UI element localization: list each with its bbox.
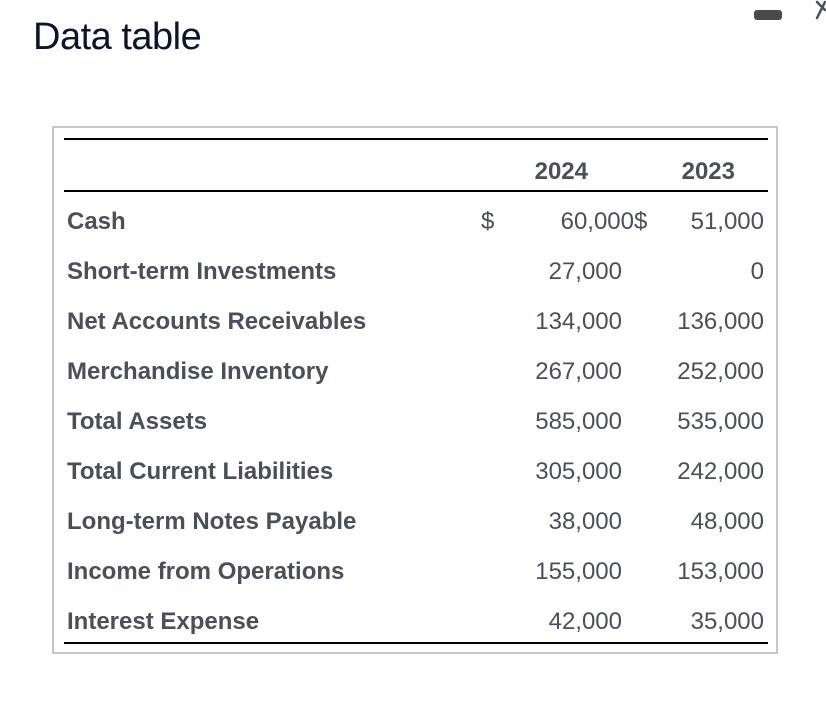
table-top-rule [64,138,768,140]
column-header-2024: 2024 [534,158,588,185]
table-row: Total Assets 585,000 535,000 [54,408,776,458]
value-2023: 242,000 [677,458,764,485]
value-2024: 305,000 [535,458,622,485]
row-label: Long-term Notes Payable [67,508,357,535]
value-2023: 51,000 [690,208,764,235]
value-2024: 27,000 [548,258,622,285]
currency-symbol: $ [481,208,495,235]
row-label: Total Assets [67,408,208,435]
row-label: Total Current Liabilities [67,458,334,485]
row-label: Merchandise Inventory [67,358,329,385]
value-2023: 535,000 [677,408,764,435]
dialog-title: Data table [33,16,202,58]
row-label: Short-term Investments [67,258,337,285]
row-label: Income from Operations [67,558,345,585]
value-2023: 252,000 [677,358,764,385]
table-row: Short-term Investments 27,000 0 [54,258,776,308]
value-2023: 153,000 [677,558,764,585]
table-row: Interest Expense 42,000 35,000 [54,608,776,658]
table-row: Merchandise Inventory 267,000 252,000 [54,358,776,408]
column-header-2023: 2023 [681,158,735,185]
value-2023: 48,000 [690,508,764,535]
row-label: Interest Expense [67,608,260,635]
value-2023: 35,000 [690,608,764,635]
close-button[interactable] [815,0,826,24]
value-2024: 60,000 [560,208,634,235]
table-row: Long-term Notes Payable 38,000 48,000 [54,508,776,558]
row-label: Net Accounts Receivables [67,308,367,335]
table-row: Total Current Liabilities 305,000 242,00… [54,458,776,508]
value-2023: 0 [750,258,764,285]
value-2024: 38,000 [548,508,622,535]
currency-symbol: $ [634,208,648,235]
value-2024: 155,000 [535,558,622,585]
table-row: Net Accounts Receivables 134,000 136,000 [54,308,776,358]
table-row: Income from Operations 155,000 153,000 [54,558,776,608]
table-bottom-rule [64,642,768,644]
row-label: Cash [67,208,126,235]
value-2024: 42,000 [548,608,622,635]
data-table: 2024 2023 Cash $ 60,000 $ 51,000 Short-t… [52,126,778,654]
value-2024: 267,000 [535,358,622,385]
close-icon [815,0,826,20]
value-2024: 134,000 [535,308,622,335]
table-row: Cash $ 60,000 $ 51,000 [54,208,776,258]
table-header-rule [64,190,768,192]
value-2023: 136,000 [677,308,764,335]
value-2024: 585,000 [535,408,622,435]
minimize-button[interactable] [754,10,782,20]
